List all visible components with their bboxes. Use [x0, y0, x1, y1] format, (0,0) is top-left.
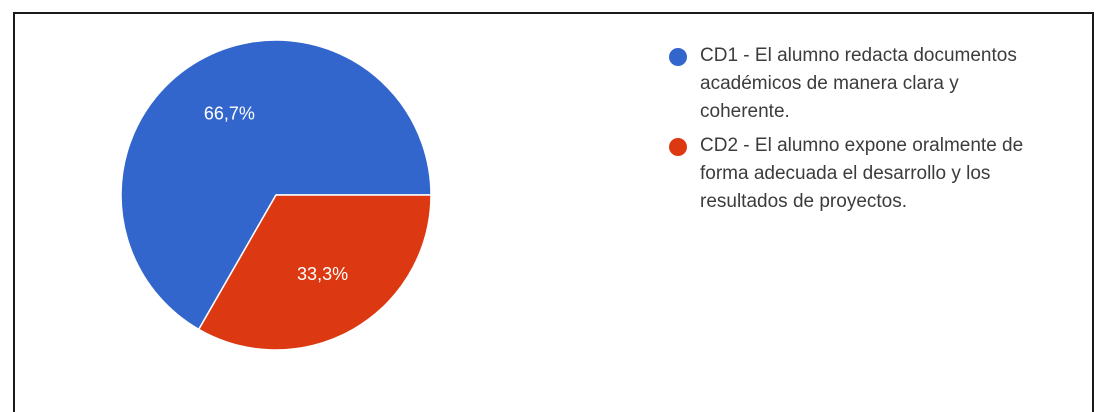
pie-slice-cd1[interactable]	[120, 39, 432, 331]
legend: CD1 - El alumno redacta documentos acadé…	[655, 42, 1095, 222]
legend-item-cd2[interactable]: CD2 - El alumno expone oralmente de form…	[655, 132, 1095, 216]
legend-swatch-cd1-icon	[669, 48, 687, 66]
legend-label-cd1: CD1 - El alumno redacta documentos acadé…	[700, 45, 1017, 122]
chart-frame: 66,7% 33,3% CD1 - El alumno redacta docum…	[13, 12, 1094, 412]
data-label-cd1: 66,7%	[204, 103, 255, 123]
pie-slices	[120, 39, 432, 351]
pie-chart: 66,7% 33,3%	[120, 39, 432, 351]
pie-slice-cd2[interactable]	[197, 194, 432, 351]
data-label-cd2: 33,3%	[297, 264, 348, 284]
legend-label-cd2: CD2 - El alumno expone oralmente de form…	[700, 135, 1024, 212]
legend-item-cd1[interactable]: CD1 - El alumno redacta documentos acadé…	[655, 42, 1095, 126]
pie-data-labels: 66,7% 33,3%	[204, 103, 348, 284]
legend-swatch-cd2-icon	[669, 138, 687, 156]
